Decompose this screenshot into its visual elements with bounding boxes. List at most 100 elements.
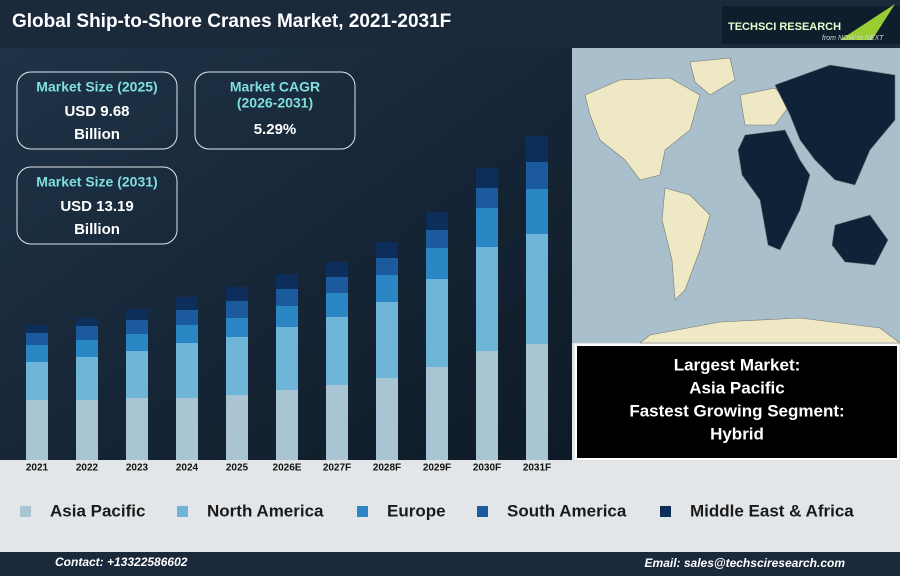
bar-segment xyxy=(176,325,198,343)
bar-segment xyxy=(26,362,48,400)
bar-segment xyxy=(326,262,348,277)
bar-segment xyxy=(526,189,548,234)
bar-segment xyxy=(426,230,448,248)
bar-segment xyxy=(426,248,448,279)
kpi-label: Market CAGR xyxy=(230,79,320,95)
bar-segment xyxy=(176,297,198,310)
bar-segment xyxy=(176,343,198,398)
australia xyxy=(831,214,889,266)
bar-segment xyxy=(526,162,548,189)
legend-label: South America xyxy=(507,501,627,520)
bar-segment xyxy=(176,310,198,325)
kpi-unit: Billion xyxy=(74,221,120,238)
bar-segment xyxy=(376,378,398,460)
kpi-sublabel: (2026-2031) xyxy=(237,95,313,111)
bar-segment xyxy=(526,344,548,460)
bar-segment xyxy=(276,390,298,460)
bar-segment xyxy=(326,293,348,317)
world-map xyxy=(572,48,900,344)
x-tick-label: 2023 xyxy=(126,463,149,474)
bar-segment xyxy=(126,398,148,460)
legend-swatch xyxy=(477,506,488,517)
bar-segment xyxy=(426,367,448,460)
kpi-value: 5.29% xyxy=(254,121,297,138)
highlight-text: Hybrid xyxy=(710,424,764,443)
bar-segment xyxy=(126,351,148,398)
bar-segment xyxy=(426,279,448,367)
asia xyxy=(774,64,896,186)
chart-title: Global Ship-to-Shore Cranes Market, 2021… xyxy=(12,11,451,32)
south-america xyxy=(661,187,711,301)
antarctica xyxy=(639,317,900,344)
bar-segment xyxy=(476,247,498,351)
bar-segment xyxy=(76,400,98,460)
bar-segment xyxy=(476,188,498,208)
kpi-box xyxy=(194,71,356,150)
bar-segment xyxy=(276,289,298,306)
greenland xyxy=(689,57,736,96)
bar-segment xyxy=(476,208,498,247)
europe xyxy=(739,87,791,126)
legend-label: Asia Pacific xyxy=(50,501,145,520)
bar-segment xyxy=(276,274,298,289)
bar-segment xyxy=(426,212,448,230)
logo-mark xyxy=(840,4,895,40)
bar-segment xyxy=(176,398,198,460)
bar-segment xyxy=(276,327,298,390)
x-tick-label: 2025 xyxy=(226,463,249,474)
highlight-text: Asia Pacific xyxy=(689,378,784,397)
kpi-label: Market Size (2031) xyxy=(36,174,157,190)
bar-segment xyxy=(476,351,498,460)
bar-segment xyxy=(376,302,398,378)
bar-segment xyxy=(226,318,248,337)
x-tick-label: 2024 xyxy=(176,463,199,474)
kpi-value: USD 9.68 xyxy=(64,103,129,120)
footer xyxy=(0,552,900,576)
legend-label: Europe xyxy=(387,501,446,520)
bar-segment xyxy=(76,326,98,340)
logo-name: TECHSCI RESEARCH xyxy=(728,21,841,33)
bar-segment xyxy=(26,345,48,362)
bar-segment xyxy=(476,168,498,188)
bar-segment xyxy=(26,325,48,333)
footer-email: Email: sales@techsciresearch.com xyxy=(645,556,846,570)
bar-segment xyxy=(126,320,148,334)
bar-segment xyxy=(226,287,248,301)
x-tick-label: 2022 xyxy=(76,463,99,474)
bar-segment xyxy=(76,357,98,400)
highlight-text: Largest Market: xyxy=(674,355,801,374)
legend-label: Middle East & Africa xyxy=(690,501,854,520)
kpi-value: USD 13.19 xyxy=(60,198,133,215)
kpi-label: Market Size (2025) xyxy=(36,79,157,95)
legend-label: North America xyxy=(207,501,324,520)
highlight-text: Fastest Growing Segment: xyxy=(629,401,844,420)
footer-contact: Contact: +13322586602 xyxy=(55,555,188,569)
bar-segment xyxy=(226,395,248,460)
x-tick-label: 2028F xyxy=(373,463,401,474)
bar-segment xyxy=(226,337,248,395)
x-tick-label: 2026E xyxy=(273,463,302,474)
kpi-box xyxy=(16,166,178,245)
bar-segment xyxy=(126,334,148,351)
bar-segment xyxy=(376,275,398,302)
x-tick-label: 2031F xyxy=(523,463,551,474)
bar-segment xyxy=(26,400,48,460)
bar-segment xyxy=(76,340,98,357)
bar-segment xyxy=(526,234,548,344)
bar-segment xyxy=(526,136,548,162)
bar-segment xyxy=(226,301,248,318)
legend-swatch xyxy=(20,506,31,517)
logo-tagline: from NOW to NEXT xyxy=(822,35,884,42)
bar-segment xyxy=(276,306,298,327)
north-america xyxy=(584,77,701,181)
bar-segment xyxy=(376,258,398,275)
legend-swatch xyxy=(357,506,368,517)
bar-segment xyxy=(326,385,348,460)
x-tick-label: 2021 xyxy=(26,463,49,474)
africa xyxy=(737,129,811,251)
highlight-box xyxy=(575,344,899,460)
kpi-box xyxy=(16,71,178,150)
legend-swatch xyxy=(177,506,188,517)
x-tick-label: 2027F xyxy=(323,463,351,474)
